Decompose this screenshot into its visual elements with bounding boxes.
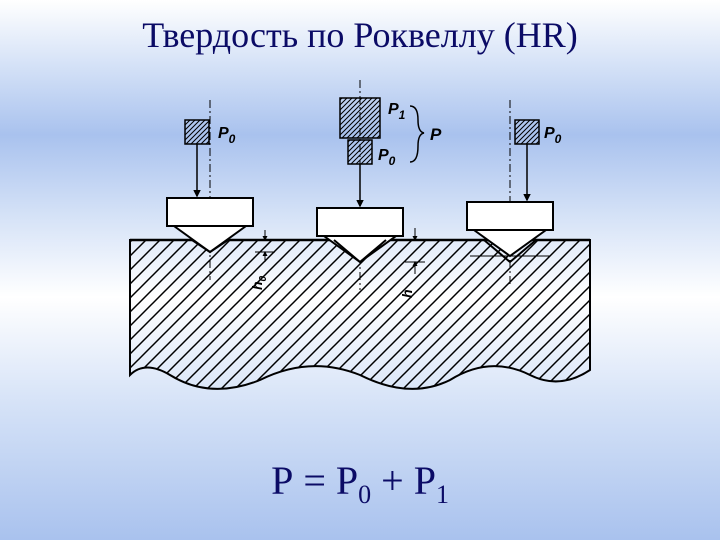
formula-eq: =	[293, 458, 336, 503]
slide-title: Твердость по Роквеллу (HR)	[0, 14, 720, 56]
formula-s1: 0	[358, 480, 371, 509]
rockwell-diagram: P0 h0 P0	[110, 80, 610, 410]
formula: Р = Р0 + Р1	[0, 457, 720, 510]
weight-p0-2: P0	[348, 140, 396, 206]
slide: Твердость по Роквеллу (HR)	[0, 0, 720, 540]
weight-p1: P1	[340, 98, 406, 138]
label-p1: P1	[388, 101, 406, 122]
formula-t2: Р	[414, 458, 436, 503]
formula-t1: Р	[336, 458, 358, 503]
label-p0-2: P0	[378, 147, 396, 168]
label-p: P	[430, 125, 442, 144]
label-h: h	[399, 289, 415, 298]
formula-s2: 1	[436, 480, 449, 509]
formula-plus: +	[371, 458, 414, 503]
label-p0-1: P0	[218, 125, 236, 146]
weight-p0-3: P0	[515, 120, 562, 200]
formula-lhs: Р	[271, 458, 293, 503]
brace-p: P	[410, 106, 442, 162]
label-p0-3: P0	[544, 125, 562, 146]
